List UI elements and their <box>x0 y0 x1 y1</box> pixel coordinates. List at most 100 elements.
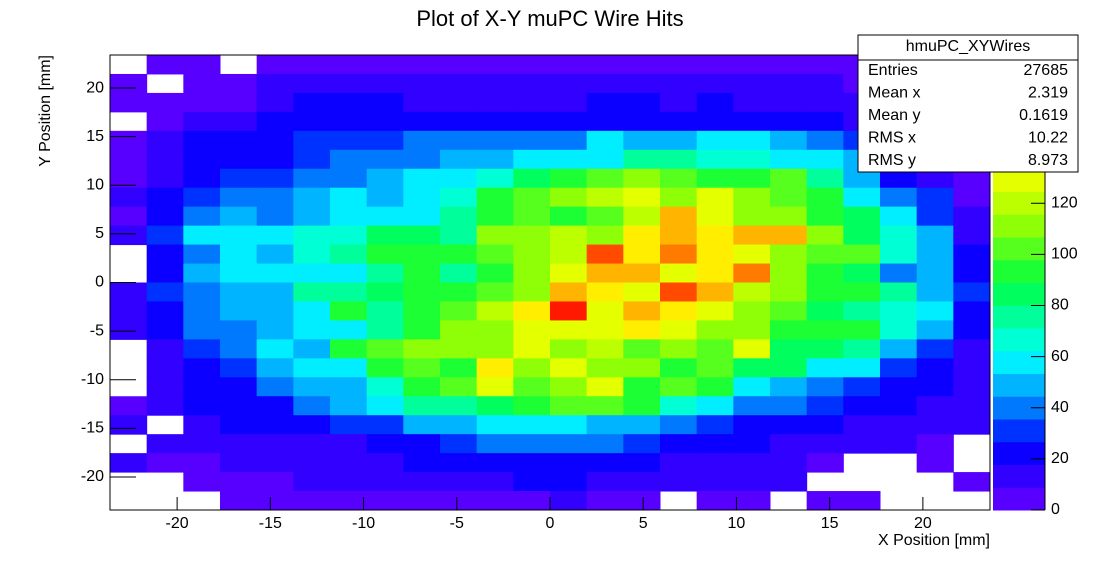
cell <box>146 453 184 473</box>
cell <box>623 358 661 378</box>
cell <box>623 244 661 265</box>
cell <box>256 472 294 492</box>
cell <box>256 301 294 321</box>
cell <box>330 434 368 454</box>
cell <box>330 415 368 435</box>
cell <box>220 206 258 227</box>
cell <box>293 263 331 283</box>
x-tick-label: -5 <box>450 515 464 532</box>
cell <box>660 206 698 227</box>
cell <box>916 187 954 208</box>
cell <box>806 111 844 132</box>
cell <box>586 92 624 113</box>
cell <box>220 130 258 151</box>
cell <box>440 377 478 397</box>
cell <box>953 225 991 246</box>
cell <box>330 73 368 94</box>
chart-title: Plot of X-Y muPC Wire Hits <box>416 6 683 31</box>
palette-band <box>993 328 1045 352</box>
cell <box>440 415 478 435</box>
cell <box>110 73 148 94</box>
cell <box>550 415 588 435</box>
cell <box>440 453 478 473</box>
cell <box>440 320 478 340</box>
cell <box>183 55 221 75</box>
cell <box>916 453 954 473</box>
cell <box>696 225 734 246</box>
cell <box>733 491 771 511</box>
cell <box>403 244 441 265</box>
cell <box>220 149 258 170</box>
cell <box>696 92 734 113</box>
cell <box>403 225 441 246</box>
cell <box>770 320 808 340</box>
cell <box>953 358 991 378</box>
cell <box>403 206 441 227</box>
cell <box>293 206 331 227</box>
cell <box>293 472 331 492</box>
cell <box>660 396 698 416</box>
stats-value: 2.319 <box>1028 85 1068 102</box>
cell <box>696 168 734 189</box>
cell <box>586 339 624 359</box>
x-tick-label: -15 <box>259 515 282 532</box>
cell <box>440 263 478 283</box>
cell <box>476 244 514 265</box>
cell <box>440 168 478 189</box>
cell <box>660 225 698 246</box>
cell <box>843 168 881 189</box>
cell <box>146 358 184 378</box>
cell <box>476 111 514 132</box>
cell <box>220 92 258 113</box>
cell <box>770 301 808 321</box>
cell <box>733 130 771 151</box>
cell <box>660 263 698 283</box>
cell <box>953 377 991 397</box>
cell <box>550 149 588 170</box>
cell <box>403 130 441 151</box>
cell <box>476 358 514 378</box>
cell <box>513 187 551 208</box>
cell <box>733 92 771 113</box>
cell <box>696 491 734 511</box>
cell <box>660 339 698 359</box>
cell <box>403 168 441 189</box>
cell <box>440 149 478 170</box>
cell <box>440 491 478 511</box>
cell <box>880 415 918 435</box>
cell <box>916 301 954 321</box>
cell <box>586 244 624 265</box>
cell <box>806 282 844 302</box>
cell <box>183 301 221 321</box>
cell <box>403 73 441 94</box>
cell <box>733 434 771 454</box>
x-tick-label: 10 <box>728 515 746 532</box>
cell <box>183 415 221 435</box>
cell <box>843 415 881 435</box>
cell <box>953 187 991 208</box>
cell <box>256 244 294 265</box>
cell <box>256 434 294 454</box>
cell <box>440 358 478 378</box>
cell <box>403 339 441 359</box>
cell <box>220 187 258 208</box>
cell <box>183 282 221 302</box>
cell <box>476 92 514 113</box>
cell <box>330 55 368 75</box>
cell <box>733 206 771 227</box>
cell <box>110 225 148 246</box>
cell <box>770 282 808 302</box>
cell <box>293 434 331 454</box>
cell <box>953 244 991 265</box>
y-tick-label: -20 <box>81 468 104 485</box>
palette-band <box>993 350 1045 374</box>
cell <box>770 92 808 113</box>
cell <box>256 415 294 435</box>
cell <box>586 453 624 473</box>
cell <box>880 434 918 454</box>
cell <box>916 225 954 246</box>
y-tick-label: -5 <box>90 322 104 339</box>
cell <box>696 149 734 170</box>
cell <box>916 339 954 359</box>
